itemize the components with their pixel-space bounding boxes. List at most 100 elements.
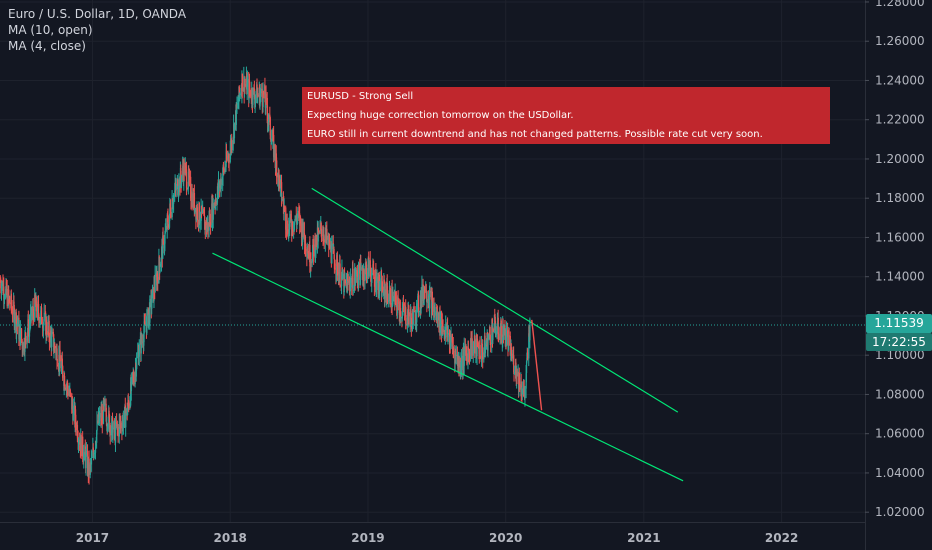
candle-body <box>138 344 140 357</box>
candle-body <box>27 319 30 337</box>
candle-body <box>302 222 304 238</box>
candle-body <box>220 179 222 189</box>
candle-body <box>77 439 80 444</box>
candle-body <box>114 422 117 443</box>
candle-body <box>389 287 391 305</box>
candle-body <box>225 151 228 160</box>
candle-body <box>125 408 127 417</box>
candle-body <box>398 303 400 316</box>
candle-body <box>50 330 52 343</box>
candle-body <box>151 302 153 309</box>
candle-body <box>310 261 312 264</box>
candle-body <box>358 263 360 286</box>
ma-4-close-label[interactable]: MA (4, close) <box>8 39 86 53</box>
candle-body <box>291 221 294 232</box>
time-axis[interactable] <box>0 522 865 550</box>
candle-body <box>487 338 489 351</box>
candle-body <box>379 287 381 291</box>
candle-body <box>110 429 113 436</box>
candle-body <box>15 312 17 334</box>
candle-body <box>352 268 354 292</box>
candle-body <box>368 260 370 277</box>
candle-body <box>434 312 436 316</box>
candle-body <box>53 348 55 351</box>
candle-body <box>173 195 175 204</box>
candle-body <box>4 297 6 299</box>
candle-body <box>190 176 192 199</box>
candle-body <box>146 309 148 316</box>
candle-body <box>323 239 325 243</box>
candle-body <box>194 208 196 213</box>
candle-body <box>367 260 369 272</box>
candle-body <box>467 348 469 364</box>
candle-body <box>416 303 418 323</box>
candle-body <box>520 381 522 393</box>
trendlines[interactable] <box>212 187 684 482</box>
candle-body <box>269 117 271 136</box>
candle-body <box>341 275 343 287</box>
candle-body <box>67 388 69 396</box>
candle-body <box>82 436 84 457</box>
candle-body <box>228 159 230 162</box>
candle-body <box>170 207 172 216</box>
candle-body <box>72 406 74 421</box>
candle-body <box>461 355 463 368</box>
candle-body <box>120 422 122 429</box>
candle-body <box>239 93 241 96</box>
candle-body <box>418 310 420 313</box>
candle-body <box>19 328 22 345</box>
candle-body <box>254 95 257 99</box>
trendline[interactable] <box>311 187 679 413</box>
candle-body <box>483 347 485 352</box>
candle-body <box>500 320 502 343</box>
candle-body <box>331 245 333 264</box>
y-tick-label: 1.06000 <box>875 427 925 441</box>
candle-body <box>256 94 259 103</box>
candle-body <box>317 230 319 242</box>
candle-body <box>108 410 110 415</box>
candle-body <box>141 341 143 343</box>
candle-body <box>88 458 90 475</box>
ma-10-open-label[interactable]: MA (10, open) <box>8 23 93 37</box>
candle-body <box>252 87 254 105</box>
candle-body <box>185 169 188 189</box>
candle-body <box>34 294 36 303</box>
annotation-line-1: EURUSD - Strong Sell <box>307 91 414 102</box>
candle-body <box>91 456 93 458</box>
candle-body <box>334 268 336 270</box>
candle-body <box>312 238 314 245</box>
symbol-title[interactable]: Euro / U.S. Dollar, 1D, OANDA <box>8 7 187 21</box>
candle-body <box>424 287 426 293</box>
trendline[interactable] <box>212 252 684 482</box>
candle-body <box>109 425 111 436</box>
candle-body <box>447 332 450 335</box>
candle-body <box>457 361 459 369</box>
candle-body <box>454 350 456 364</box>
price-axis[interactable] <box>865 0 932 550</box>
candle-body <box>447 325 449 338</box>
candle-body <box>128 403 130 409</box>
candle-body <box>21 328 23 341</box>
annotation-callout[interactable]: EURUSD - Strong Sell Expecting huge corr… <box>302 87 830 144</box>
candle-body <box>75 422 77 431</box>
candle-body <box>509 335 511 355</box>
candle-body <box>13 308 16 327</box>
projection-line[interactable] <box>531 319 543 411</box>
candle-body <box>40 310 42 320</box>
candle-body <box>6 289 8 307</box>
candle-body <box>523 386 525 393</box>
candle-body <box>59 349 61 362</box>
candle-body <box>481 343 483 361</box>
candle-body <box>359 262 362 285</box>
chart-legend: Euro / U.S. Dollar, 1D, OANDA MA (10, op… <box>8 6 186 54</box>
candle-body <box>281 182 283 200</box>
candle-body <box>413 310 415 312</box>
candle-body <box>43 312 45 322</box>
candle-body <box>489 334 491 343</box>
candle-body <box>346 278 348 293</box>
candle-body <box>244 84 246 86</box>
candle-body <box>503 325 505 340</box>
candle-body <box>505 330 508 344</box>
